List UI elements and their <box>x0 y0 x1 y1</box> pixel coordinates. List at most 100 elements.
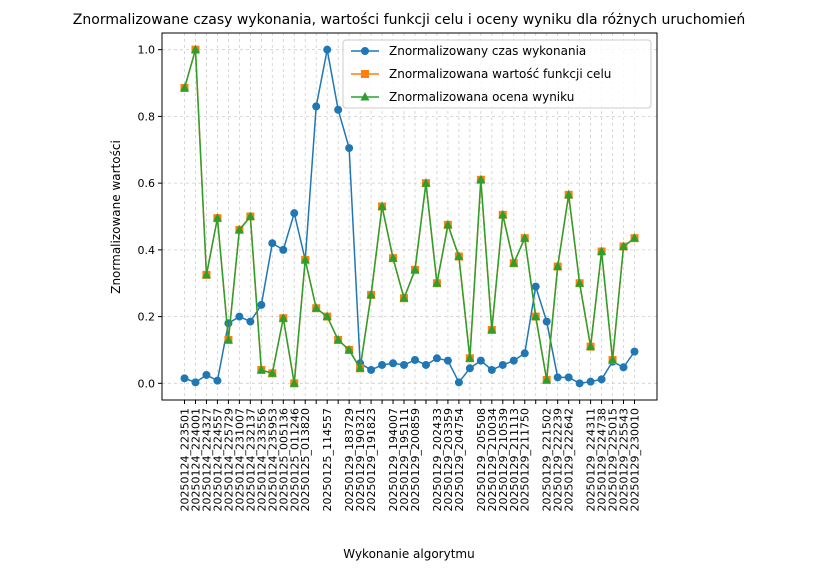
x-tick-label: 20250124_223501 <box>179 408 192 511</box>
marker <box>421 178 431 187</box>
x-tick-label: 20250124_231007 <box>233 408 246 511</box>
x-tick-label: 20250129_211113 <box>508 408 521 511</box>
x-tick-label: 20250129_221502 <box>541 408 554 511</box>
marker <box>553 373 562 382</box>
marker <box>323 45 332 54</box>
marker <box>180 374 189 383</box>
marker <box>345 144 354 153</box>
x-tick-label: 20250124_224001 <box>189 408 202 511</box>
marker <box>300 254 310 264</box>
marker <box>586 341 596 351</box>
marker <box>268 239 277 248</box>
marker <box>289 378 299 387</box>
chart-title: Znormalizowane czasy wykonania, wartości… <box>73 12 745 28</box>
marker <box>608 354 618 364</box>
marker <box>360 92 370 101</box>
legend-box <box>342 39 652 109</box>
marker <box>410 355 419 364</box>
marker <box>476 356 485 365</box>
x-tick-label: 20250129_202433 <box>431 408 444 511</box>
marker <box>267 368 277 377</box>
marker <box>361 47 369 55</box>
marker <box>256 364 266 374</box>
marker <box>531 282 540 291</box>
marker <box>509 258 519 267</box>
x-tick-label: 20250129_211750 <box>519 408 532 511</box>
y-axis-label: Znormalizowane wartości <box>109 140 123 294</box>
marker <box>245 211 255 220</box>
marker <box>367 365 376 374</box>
x-tick-label: 20250129_222239 <box>552 408 565 511</box>
marker <box>597 375 606 384</box>
marker <box>476 174 486 184</box>
marker <box>586 377 595 386</box>
marker <box>432 354 441 363</box>
marker <box>465 364 474 373</box>
marker <box>235 312 244 321</box>
x-tick-label: 20250129_224311 <box>585 408 598 511</box>
marker <box>257 300 266 309</box>
marker <box>575 379 584 388</box>
x-tick-label: 20250124_225729 <box>222 408 235 511</box>
marker <box>597 246 607 256</box>
marker <box>234 224 244 234</box>
y-tick-label: 0.2 <box>138 311 156 324</box>
marker <box>542 317 551 326</box>
marker <box>399 293 409 302</box>
x-tick-label: 20250129_191823 <box>365 408 378 511</box>
x-tick-label: 20250124_232137 <box>244 408 257 511</box>
marker <box>334 105 343 114</box>
y-tick-label: 0.6 <box>138 177 156 190</box>
x-tick-label: 20250129_183729 <box>343 408 356 511</box>
marker <box>202 370 211 379</box>
y-tick-label: 1.0 <box>138 44 156 57</box>
legend-label: Znormalizowana wartość funkcji celu <box>389 67 611 81</box>
x-tick-label: 20250124_224327 <box>200 408 213 511</box>
marker <box>619 363 628 372</box>
marker <box>389 359 398 368</box>
x-tick-label: 20250129_224738 <box>596 408 609 511</box>
x-axis-label: Wykonanie algorytmu <box>343 547 474 561</box>
x-tick-label: 20250125_005136 <box>277 408 290 511</box>
marker <box>312 102 321 111</box>
marker <box>201 269 211 279</box>
marker <box>619 241 629 251</box>
marker <box>366 289 376 299</box>
marker <box>311 303 321 312</box>
x-tick-label: 20250125_013820 <box>299 408 312 511</box>
marker <box>498 360 507 369</box>
marker <box>400 360 409 369</box>
x-tick-label: 20250129_190321 <box>354 408 367 511</box>
marker <box>410 264 420 274</box>
x-tick-label: 20250129_225015 <box>607 408 620 511</box>
x-tick-label: 20250129_225543 <box>618 408 631 511</box>
marker <box>465 353 475 362</box>
marker <box>278 313 288 322</box>
marker <box>553 261 563 271</box>
marker <box>564 373 573 382</box>
marker <box>432 278 442 287</box>
marker <box>213 376 222 385</box>
legend-label: Znormalizowany czas wykonania <box>389 44 586 58</box>
marker <box>542 374 552 384</box>
marker <box>212 213 222 222</box>
marker <box>223 334 233 344</box>
x-tick-label: 20250125_011246 <box>288 408 301 511</box>
marker <box>355 363 365 372</box>
marker <box>443 356 452 365</box>
marker <box>190 44 200 54</box>
legend-label: Znormalizowana ocena wyniku <box>389 90 574 104</box>
marker <box>564 189 574 199</box>
marker <box>224 319 233 328</box>
marker <box>180 83 189 92</box>
x-tick-label: 20250129_222642 <box>563 408 576 511</box>
marker <box>246 317 255 326</box>
marker <box>531 311 541 321</box>
x-tick-label: 20250129_210539 <box>497 408 510 511</box>
marker <box>333 334 343 344</box>
marker <box>443 219 453 229</box>
y-tick-label: 0.4 <box>138 244 156 257</box>
x-tick-label: 20250129_195111 <box>398 408 411 511</box>
marker <box>454 378 463 387</box>
